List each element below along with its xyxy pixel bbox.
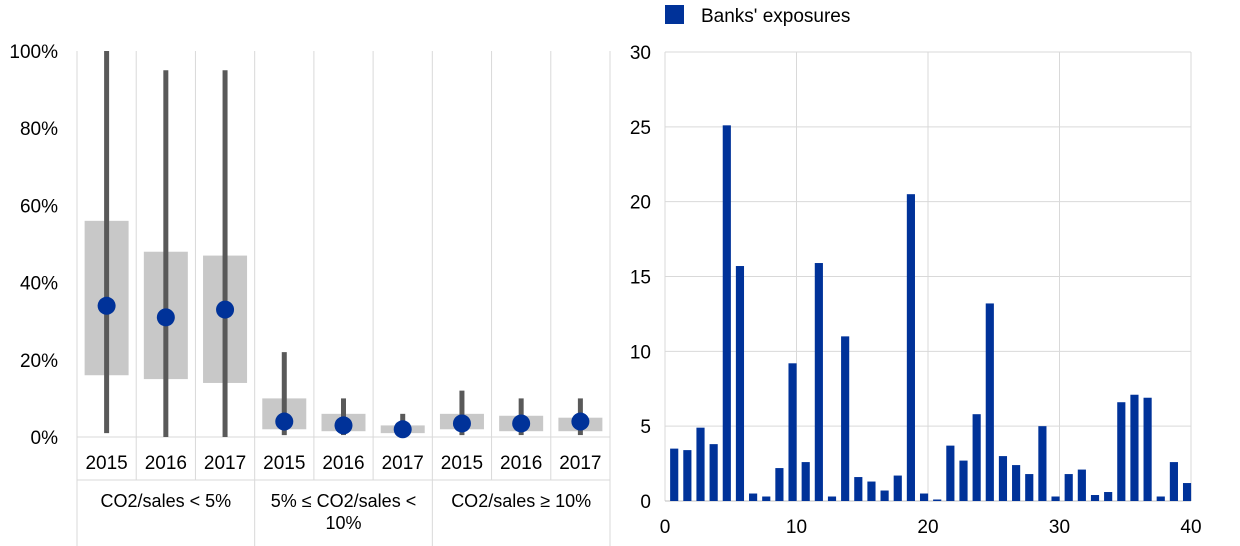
bar: [696, 427, 705, 501]
bar: [827, 496, 837, 501]
bar: [762, 496, 771, 501]
bar: [1130, 394, 1139, 501]
x-tick-label: 10: [786, 517, 807, 538]
median-marker: [334, 416, 353, 435]
bar: [670, 448, 679, 501]
bar: [893, 475, 902, 501]
legend-label: Banks' exposures: [701, 6, 850, 27]
y-tick-label: 80%: [20, 119, 58, 140]
bar: [933, 499, 942, 501]
bar: [1090, 495, 1100, 501]
year-label: 2016: [145, 453, 187, 474]
median-marker: [156, 308, 175, 327]
bar: [1117, 402, 1126, 501]
x-tick-label: 40: [1180, 517, 1201, 538]
y-tick-label: 20%: [20, 351, 58, 372]
y-tick-label: 5: [640, 417, 651, 438]
y-tick-label: 60%: [20, 196, 58, 217]
bar: [1169, 462, 1178, 501]
median-marker: [275, 412, 294, 431]
bar: [709, 444, 718, 501]
bar: [841, 336, 850, 501]
bar: [1077, 469, 1086, 501]
bar: [735, 266, 745, 501]
bar: [801, 462, 810, 501]
group-label: 5% ≤ CO2/sales <: [271, 491, 416, 511]
exposure-bar-chart: 0 5 10 15 20 25 30 0 10 20 30 40 Banks' exposures: [630, 5, 1202, 538]
x-tick-label: 30: [1049, 517, 1070, 538]
bar: [880, 490, 889, 501]
bar: [1038, 426, 1047, 501]
bar: [1182, 483, 1192, 501]
y-tick-label: 40%: [20, 274, 58, 295]
y-tick-label: 10: [630, 342, 651, 363]
box-plot-chart: 0% 20% 40% 60% 80% 100% 2015 2016 2017 CO2/sales …: [9, 42, 611, 546]
bar: [775, 468, 784, 501]
year-label: 2015: [263, 453, 305, 474]
y-tick-label: 25: [630, 118, 651, 139]
median-marker: [452, 414, 471, 433]
bar: [1064, 474, 1073, 501]
bar: [788, 363, 797, 501]
median-marker: [97, 296, 116, 315]
bar: [1143, 397, 1152, 501]
legend-swatch: [665, 5, 684, 24]
group-label: 10%: [325, 513, 361, 533]
bar: [749, 493, 758, 501]
bar: [959, 460, 968, 501]
year-label: 2017: [559, 453, 601, 474]
bar: [985, 303, 994, 501]
y-tick-label: 100%: [9, 42, 58, 63]
bar: [683, 450, 692, 501]
bar: [906, 194, 915, 501]
year-label: 2015: [441, 453, 483, 474]
y-tick-label: 0%: [31, 428, 59, 449]
y-tick-label: 0: [640, 492, 651, 513]
year-label: 2015: [85, 453, 127, 474]
year-label: 2017: [204, 453, 246, 474]
median-marker: [216, 300, 235, 319]
median-marker: [571, 412, 590, 431]
group-label: CO2/sales ≥ 10%: [451, 491, 591, 511]
bar: [972, 414, 981, 501]
bar: [1051, 496, 1060, 501]
bar: [854, 477, 863, 501]
x-tick-label: 20: [917, 517, 938, 538]
year-label: 2017: [382, 453, 424, 474]
bar: [1012, 465, 1021, 501]
median-marker: [393, 420, 412, 439]
bar: [1156, 496, 1165, 501]
year-label: 2016: [322, 453, 364, 474]
year-label: 2016: [500, 453, 542, 474]
bar: [722, 125, 731, 501]
bar: [946, 445, 955, 501]
y-tick-label: 30: [630, 43, 651, 64]
bar: [919, 493, 929, 501]
bar: [1104, 492, 1113, 501]
median-marker: [512, 414, 531, 433]
bar: [1025, 474, 1034, 501]
group-label: CO2/sales < 5%: [101, 491, 232, 511]
x-tick-label: 0: [660, 517, 671, 538]
bar: [998, 456, 1008, 501]
bar: [814, 263, 823, 501]
y-tick-label: 15: [630, 268, 651, 289]
y-tick-label: 20: [630, 193, 651, 214]
bar: [867, 481, 876, 501]
